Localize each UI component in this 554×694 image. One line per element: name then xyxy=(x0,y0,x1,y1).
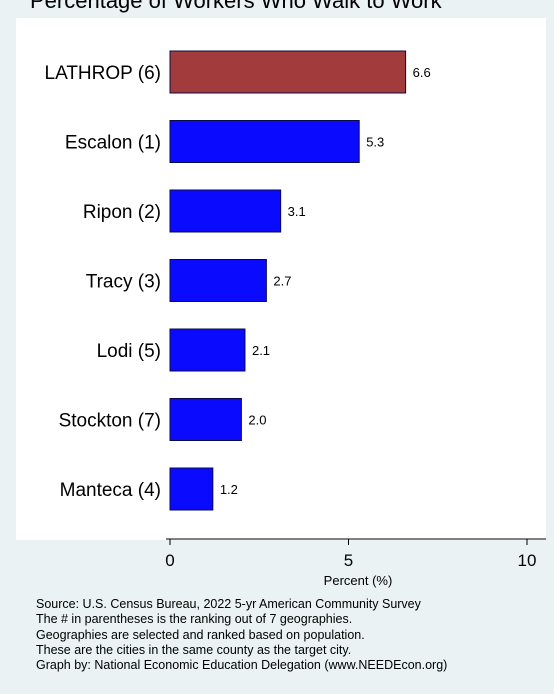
note-line: Geographies are selected and ranked base… xyxy=(36,628,447,643)
category-label: Stockton (7) xyxy=(59,411,161,432)
x-axis-label: Percent (%) xyxy=(324,573,393,588)
bar xyxy=(170,399,241,441)
note-line: Source: U.S. Census Bureau, 2022 5-yr Am… xyxy=(36,597,447,612)
note-line: These are the cities in the same county … xyxy=(36,643,447,658)
x-axis: 0 5 10 xyxy=(165,539,546,570)
note-line: The # in parentheses is the ranking out … xyxy=(36,612,447,627)
category-label: LATHROP (6) xyxy=(45,63,162,84)
value-label: 6.6 xyxy=(413,65,431,80)
bar xyxy=(170,51,406,93)
x-tick-label: 5 xyxy=(344,551,353,570)
category-label: Lodi (5) xyxy=(97,341,161,362)
value-label: 2.0 xyxy=(248,413,266,428)
bar xyxy=(170,121,359,163)
category-label: Manteca (4) xyxy=(60,480,161,501)
category-label: Tracy (3) xyxy=(86,272,161,293)
value-label: 3.1 xyxy=(288,204,306,219)
bar xyxy=(170,190,281,232)
value-label: 2.7 xyxy=(273,274,291,289)
value-label: 1.2 xyxy=(220,482,238,497)
value-label: 5.3 xyxy=(366,135,384,150)
x-tick-label: 10 xyxy=(518,551,537,570)
bar xyxy=(170,260,266,302)
value-label: 2.1 xyxy=(252,343,270,358)
note-line: Graph by: National Economic Education De… xyxy=(36,658,447,673)
x-tick-label: 0 xyxy=(165,551,174,570)
bar xyxy=(170,329,245,371)
category-label: Escalon (1) xyxy=(65,133,161,154)
category-label: Ripon (2) xyxy=(83,202,161,223)
source-notes: Source: U.S. Census Bureau, 2022 5-yr Am… xyxy=(36,597,447,673)
bar xyxy=(170,468,213,510)
